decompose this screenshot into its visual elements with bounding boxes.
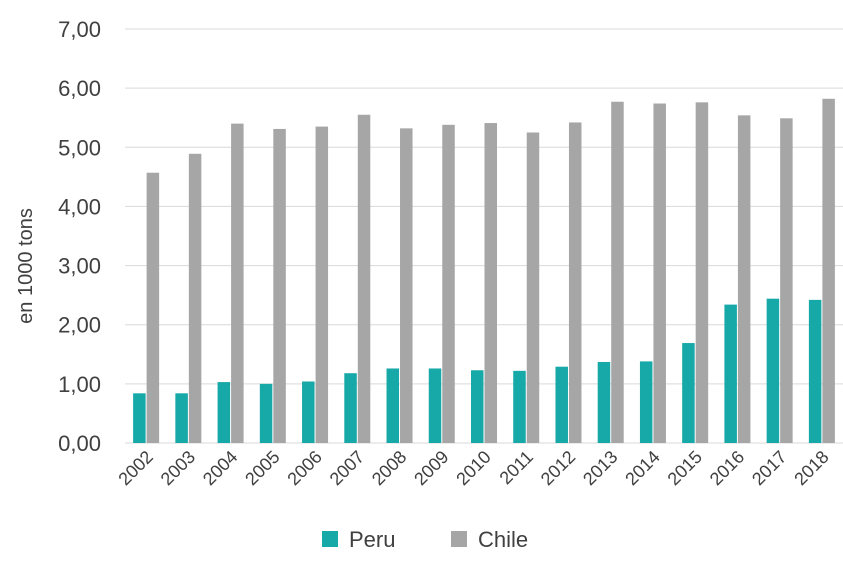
bar-chile-2008 (400, 128, 413, 444)
bar-chile-2010 (484, 123, 497, 443)
legend-swatch-chile (451, 531, 467, 547)
bar-chile-2007 (357, 114, 371, 443)
bar-chile-2012 (568, 122, 582, 444)
bar-peru-2003 (175, 393, 188, 443)
y-tick-label: 4,00 (58, 194, 101, 219)
x-tick-label: 2015 (664, 447, 706, 489)
x-tick-label: 2014 (621, 447, 663, 489)
bar-peru-2012 (555, 366, 568, 443)
x-tick-label: 2003 (157, 447, 199, 489)
y-tick-label: 0,00 (58, 431, 101, 456)
bar-peru-2004 (217, 382, 231, 443)
y-axis-tick-labels: 0,00 1,00 2,00 3,00 4,00 5,00 6,00 7,00 (58, 17, 101, 456)
bar-chile-2016 (737, 115, 751, 443)
x-tick-label: 2013 (579, 447, 621, 489)
y-tick-label: 7,00 (58, 17, 101, 42)
bars (133, 98, 835, 444)
bar-chile-2004 (231, 123, 244, 443)
x-tick-label: 2011 (496, 447, 538, 489)
x-tick-label: 2009 (410, 447, 452, 489)
bar-chile-2006 (315, 126, 329, 443)
x-tick-label: 2007 (326, 447, 368, 489)
y-tick-label: 6,00 (58, 76, 101, 101)
gridlines (125, 28, 843, 444)
bar-peru-2009 (428, 368, 442, 443)
x-axis-tick-labels: 2002 2003 2004 2005 2006 2007 2008 2009 2010 2011… (114, 447, 832, 489)
y-tick-label: 1,00 (58, 372, 101, 397)
bar-chile-2013 (611, 101, 624, 443)
x-tick-label: 2005 (241, 447, 283, 489)
bar-chile-2011 (526, 132, 540, 443)
bar-peru-2007 (344, 373, 357, 443)
bar-peru-2016 (724, 304, 737, 443)
x-tick-label: 2006 (283, 447, 325, 489)
bar-chile-2018 (822, 98, 835, 443)
legend-swatch-peru (322, 531, 338, 547)
bar-peru-2013 (597, 361, 611, 443)
bar-peru-2017 (766, 298, 780, 443)
x-tick-label: 2008 (368, 447, 410, 489)
bar-chile-2017 (780, 118, 793, 443)
bar-peru-2008 (386, 368, 400, 443)
x-tick-label: 2018 (790, 447, 832, 489)
bar-peru-2018 (808, 299, 822, 443)
bar-chile-2002 (146, 172, 160, 443)
bar-peru-2005 (259, 383, 273, 443)
y-tick-label: 5,00 (58, 135, 101, 160)
x-tick-label: 2012 (537, 447, 579, 489)
bar-peru-2011 (513, 370, 526, 443)
bar-peru-2014 (639, 361, 653, 443)
bar-chile-2003 (188, 153, 202, 443)
x-tick-label: 2002 (114, 447, 156, 489)
x-tick-label: 2004 (199, 447, 241, 489)
y-tick-label: 3,00 (58, 254, 101, 279)
bar-chile-2009 (442, 124, 455, 443)
x-tick-label: 2017 (748, 447, 790, 489)
bar-peru-2002 (133, 393, 146, 443)
bar-peru-2015 (682, 343, 695, 443)
bar-peru-2006 (302, 381, 315, 443)
bar-chile-2014 (653, 103, 666, 444)
legend-label-chile: Chile (478, 527, 528, 552)
x-tick-label: 2016 (706, 447, 748, 489)
bar-chile-2005 (273, 128, 286, 444)
y-axis-title: en 1000 tons (15, 208, 37, 324)
legend: Peru Chile (322, 527, 528, 552)
x-tick-label: 2010 (452, 447, 494, 489)
bar-chile-2015 (695, 102, 709, 443)
bar-peru-2010 (471, 370, 484, 443)
legend-label-peru: Peru (349, 527, 395, 552)
y-tick-label: 2,00 (58, 313, 101, 338)
